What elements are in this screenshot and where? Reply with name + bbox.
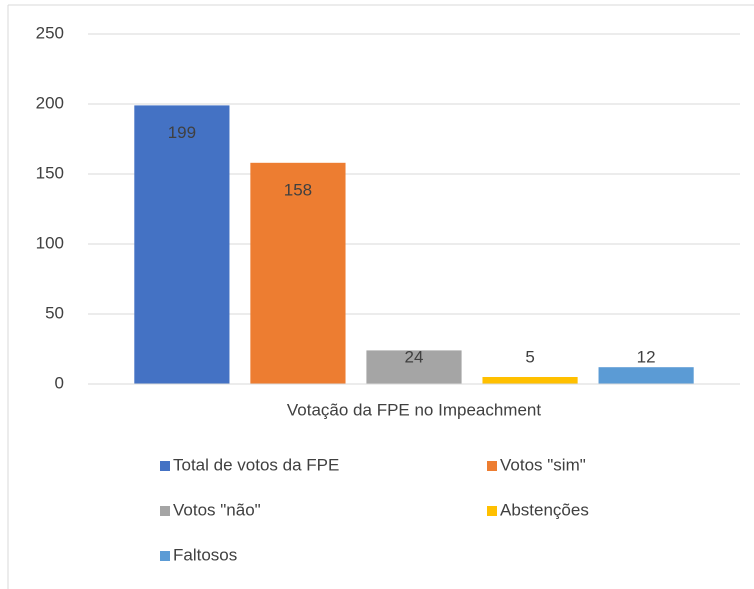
x-tick-label: Votação da FPE no Impeachment xyxy=(287,400,541,419)
y-tick-label: 250 xyxy=(36,23,64,42)
data-label: 12 xyxy=(637,347,656,366)
data-label: 199 xyxy=(168,123,196,142)
y-tick-label: 200 xyxy=(36,93,64,112)
bar xyxy=(482,377,578,384)
y-tick-label: 100 xyxy=(36,233,64,252)
legend-label: Abstenções xyxy=(500,500,589,519)
data-label: 158 xyxy=(284,180,312,199)
bar xyxy=(598,367,694,384)
legend-swatch xyxy=(160,461,170,471)
bar xyxy=(250,162,346,384)
y-tick-label: 50 xyxy=(45,303,64,322)
legend-swatch xyxy=(160,506,170,516)
legend-swatch xyxy=(487,506,497,516)
y-tick-label: 150 xyxy=(36,163,64,182)
bar xyxy=(134,105,230,385)
y-tick-label: 0 xyxy=(55,373,64,392)
legend-label: Total de votos da FPE xyxy=(173,455,339,474)
bar xyxy=(366,350,462,384)
legend-label: Votos "não" xyxy=(173,500,261,519)
legend-label: Faltosos xyxy=(173,545,237,564)
legend-label: Votos "sim" xyxy=(500,455,586,474)
legend-swatch xyxy=(487,461,497,471)
data-label: 5 xyxy=(525,347,534,366)
legend-swatch xyxy=(160,551,170,561)
data-label: 24 xyxy=(405,347,424,366)
